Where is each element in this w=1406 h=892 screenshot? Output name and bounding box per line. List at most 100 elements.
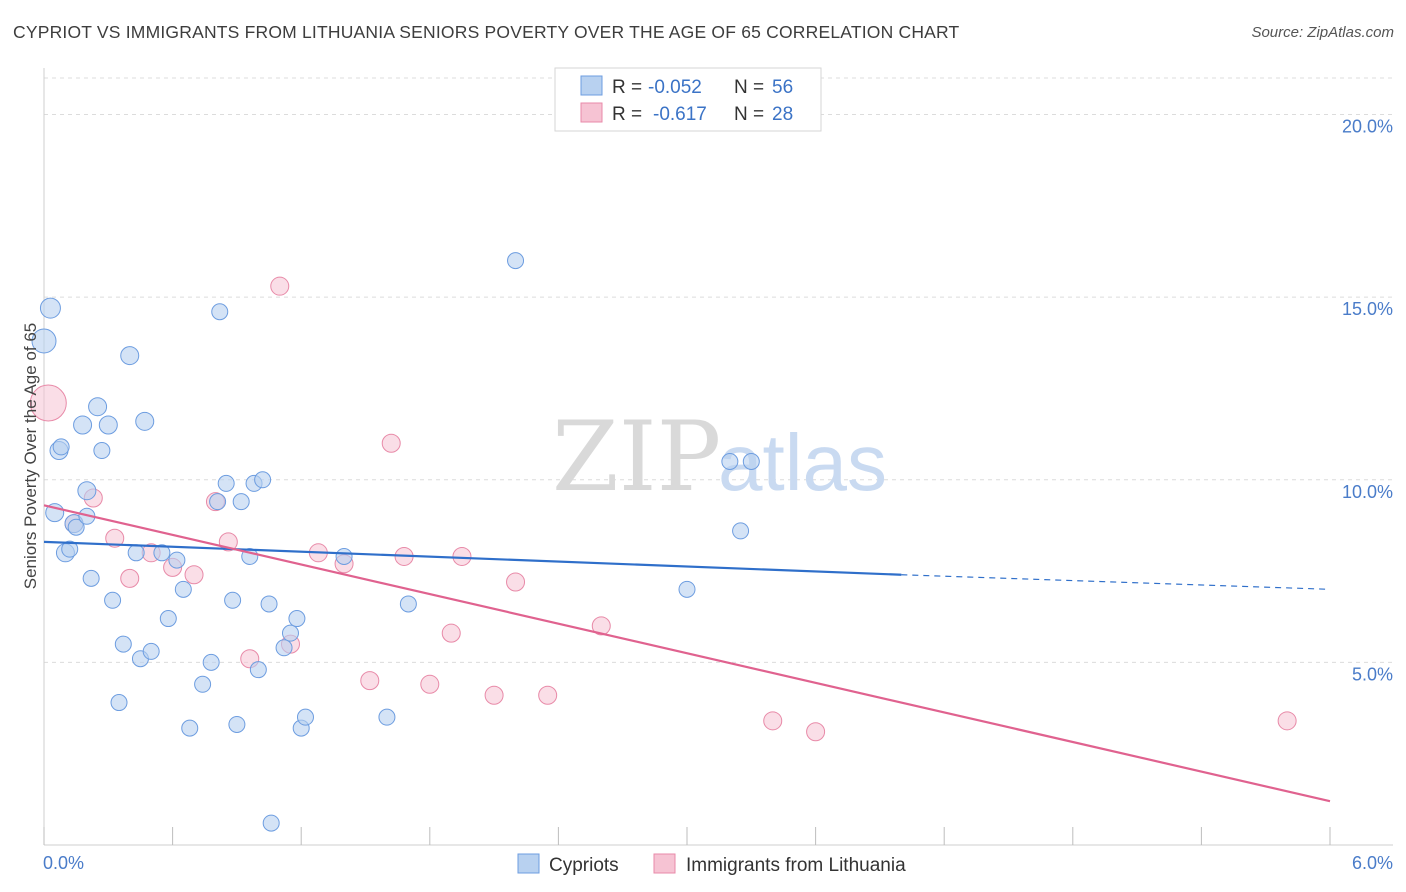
point-lithuania-19 (441, 623, 461, 643)
point-lithuania-18 (420, 674, 440, 694)
point-cypriots-51 (678, 580, 696, 598)
watermark-zip: ZIP (552, 401, 721, 513)
point-cypriots-43 (281, 624, 299, 642)
point-cypriots-13 (93, 442, 111, 460)
point-lithuania-16 (381, 433, 401, 453)
point-cypriots-1 (39, 297, 61, 319)
point-cypriots-8 (67, 518, 85, 536)
legend-r-label-1: R = (612, 77, 642, 98)
point-lithuania-11 (270, 276, 290, 296)
point-cypriots-41 (262, 814, 280, 832)
legend-n-label-2: N = (734, 104, 764, 125)
series-cypriots-points (31, 252, 760, 832)
point-cypriots-48 (378, 708, 396, 726)
point-cypriots-16 (110, 694, 128, 712)
point-lithuania-26 (806, 722, 826, 742)
legend-n-value-1: 56 (772, 77, 793, 98)
point-cypriots-52 (721, 453, 739, 470)
point-cypriots-12 (88, 397, 108, 417)
bottom-legend-swatch-cypriots (517, 853, 540, 874)
point-lithuania-3 (105, 528, 125, 548)
point-cypriots-29 (202, 653, 220, 671)
legend-n-value-2: 28 (772, 104, 793, 125)
point-cypriots-38 (249, 661, 267, 679)
legend-bottom: Cypriots Immigrants from Lithuania (517, 853, 906, 876)
point-cypriots-14 (98, 415, 118, 435)
axes (43, 68, 1393, 846)
point-lithuania-25 (763, 711, 783, 731)
point-cypriots-11 (82, 569, 100, 587)
point-cypriots-44 (288, 610, 306, 628)
legend-r-value-1: -0.052 (648, 77, 702, 98)
y-tick-label-2: 15.0% (1342, 299, 1393, 319)
grid-lines (44, 77, 1393, 663)
point-cypriots-32 (217, 474, 235, 492)
point-cypriots-25 (168, 551, 186, 569)
point-cypriots-19 (127, 544, 145, 562)
point-cypriots-10 (77, 481, 97, 501)
point-cypriots-6 (61, 540, 79, 558)
watermark: ZIP atlas (552, 401, 887, 513)
point-cypriots-49 (399, 595, 417, 613)
point-cypriots-17 (114, 635, 132, 653)
point-cypriots-50 (507, 252, 525, 270)
point-cypriots-23 (153, 544, 171, 562)
point-lithuania-21 (484, 685, 504, 705)
y-tick-label-1: 10.0% (1342, 482, 1393, 502)
point-lithuania-24 (591, 616, 611, 636)
point-lithuania-23 (538, 685, 558, 705)
chart-title: CYPRIOT VS IMMIGRANTS FROM LITHUANIA SEN… (13, 22, 960, 42)
point-cypriots-31 (209, 493, 227, 511)
legend-top: R = -0.052 N = 56 R = -0.617 N = 28 (554, 67, 822, 132)
trend-line-cypriots-extension (901, 574, 1331, 590)
point-cypriots-27 (181, 719, 199, 737)
x-tick-label-min: 0.0% (43, 853, 84, 873)
point-cypriots-4 (52, 438, 70, 456)
point-cypriots-40 (260, 595, 278, 613)
trend-line-cypriots (43, 540, 902, 576)
point-cypriots-24 (159, 610, 177, 628)
trend-lines (43, 504, 1331, 803)
legend-n-label-1: N = (734, 77, 764, 98)
y-axis-title: Seniors Poverty Over the Age of 65 (21, 323, 40, 589)
point-lithuania-4 (120, 568, 140, 588)
point-cypriots-0 (31, 328, 57, 354)
legend-swatch-cypriots (580, 75, 603, 96)
y-tick-label-0: 5.0% (1352, 664, 1393, 684)
legend-r-label-2: R = (612, 104, 642, 125)
point-lithuania-27 (1277, 711, 1297, 731)
point-cypriots-33 (224, 591, 242, 609)
x-tick-label-max: 6.0% (1352, 853, 1393, 873)
bottom-legend-label-cypriots: Cypriots (549, 855, 619, 876)
point-cypriots-47 (335, 547, 353, 565)
point-cypriots-9 (73, 415, 93, 435)
trend-line-lithuania (43, 504, 1331, 803)
point-cypriots-35 (232, 493, 250, 511)
point-cypriots-18 (120, 346, 140, 366)
point-cypriots-15 (104, 591, 122, 609)
point-lithuania-0 (29, 384, 67, 422)
point-cypriots-28 (194, 675, 212, 693)
point-cypriots-39 (254, 471, 272, 489)
legend-swatch-lithuania (580, 102, 603, 123)
point-lithuania-20 (452, 546, 472, 566)
point-cypriots-53 (732, 522, 750, 540)
source-label: Source: ZipAtlas.com (1251, 24, 1394, 41)
point-lithuania-7 (184, 565, 204, 585)
point-cypriots-26 (174, 580, 192, 598)
point-cypriots-22 (142, 642, 160, 660)
point-cypriots-46 (296, 708, 314, 726)
point-cypriots-34 (228, 715, 246, 733)
point-cypriots-30 (211, 303, 229, 321)
y-tick-label-3: 20.0% (1342, 117, 1393, 137)
bottom-legend-swatch-lithuania (653, 853, 676, 874)
point-lithuania-15 (360, 671, 380, 691)
y-tick-labels: 5.0% 10.0% 15.0% 20.0% (1342, 117, 1393, 685)
point-cypriots-42 (275, 639, 293, 657)
legend-r-value-2: -0.617 (653, 104, 707, 125)
point-cypriots-54 (742, 453, 760, 470)
bottom-legend-label-lithuania: Immigrants from Lithuania (686, 855, 906, 876)
point-lithuania-22 (506, 572, 526, 592)
point-cypriots-21 (135, 411, 155, 431)
